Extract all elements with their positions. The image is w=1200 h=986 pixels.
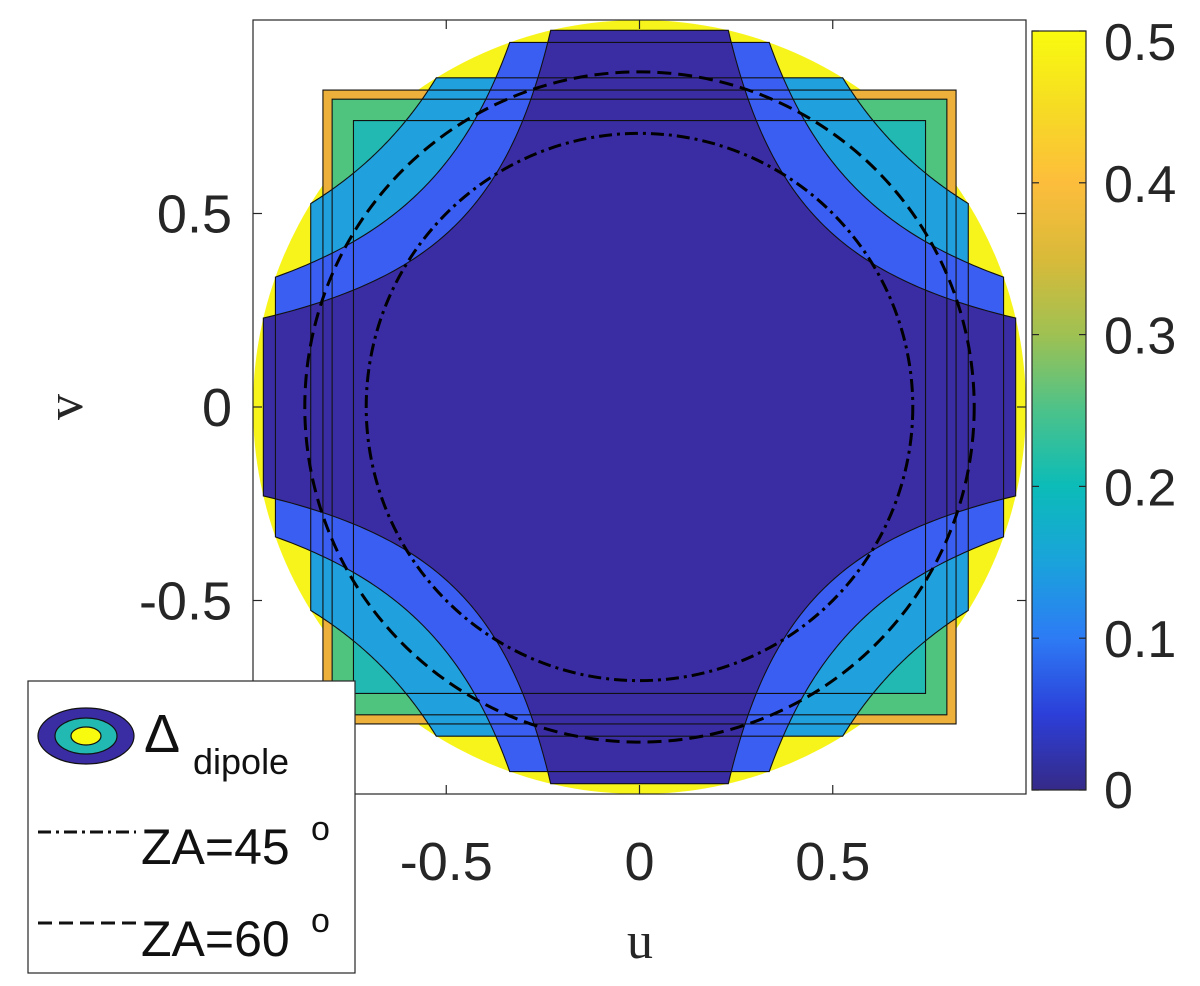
legend-entry-za45: ZA=45 o — [38, 810, 330, 875]
band-below-0.05 — [263, 30, 1016, 784]
x-axis-label: u — [627, 913, 653, 970]
x-tick-label: 0 — [624, 832, 654, 892]
legend-label-za45: ZA=45 — [141, 819, 290, 875]
legend-label-delta: Δ — [144, 704, 180, 764]
circle-za45 — [364, 131, 915, 683]
legend-entry-za60: ZA=60 o — [38, 902, 330, 967]
contour-line-0.1 — [274, 41, 1005, 773]
colorbar-tick-label: 0.1 — [1104, 611, 1176, 669]
colorbar-tick-label: 0.2 — [1104, 459, 1176, 517]
colorbar-tick-label: 0.5 — [1104, 14, 1176, 72]
x-tick-label: -0.5 — [400, 832, 493, 892]
y-tick-label: -0.5 — [139, 572, 232, 632]
y-tick-label: 0 — [202, 378, 232, 438]
axis-ticks — [253, 20, 1026, 794]
legend-label-za45-degree: o — [311, 810, 330, 848]
x-tick-label: 0.5 — [795, 832, 870, 892]
y-axis-label: v — [37, 394, 94, 420]
colorbar-ticks — [1032, 30, 1086, 791]
legend-entry-delta: Δ dipole — [37, 704, 289, 782]
y-tick-label: 0.5 — [157, 185, 232, 245]
circle-za60 — [303, 70, 976, 744]
legend-contour-symbol-inner — [70, 726, 102, 746]
legend-label-za60-degree: o — [311, 902, 330, 940]
colorbar-tick-labels: 0.5 0.4 0.3 0.2 0.1 0 — [1104, 14, 1176, 820]
axis-tick-labels: -0.5 0 0.5 0.5 0 -0.5 — [139, 185, 870, 893]
colorbar-tick-label: 0 — [1104, 762, 1133, 820]
contour-bands — [253, 20, 1026, 794]
zenith-angle-circles — [303, 70, 976, 744]
contour-line-0.2 — [310, 77, 969, 737]
contour-lines — [262, 29, 1017, 785]
contour-line-0.05 — [262, 29, 1017, 785]
legend-label-za60: ZA=60 — [141, 911, 290, 967]
colorbar-tick-label: 0.4 — [1104, 156, 1176, 214]
colorbar-tick-label: 0.3 — [1104, 308, 1176, 366]
colorbar — [1031, 30, 1087, 791]
legend: Δ dipole ZA=45 o ZA=60 o — [27, 680, 356, 974]
legend-label-delta-subscript: dipole — [193, 741, 289, 782]
